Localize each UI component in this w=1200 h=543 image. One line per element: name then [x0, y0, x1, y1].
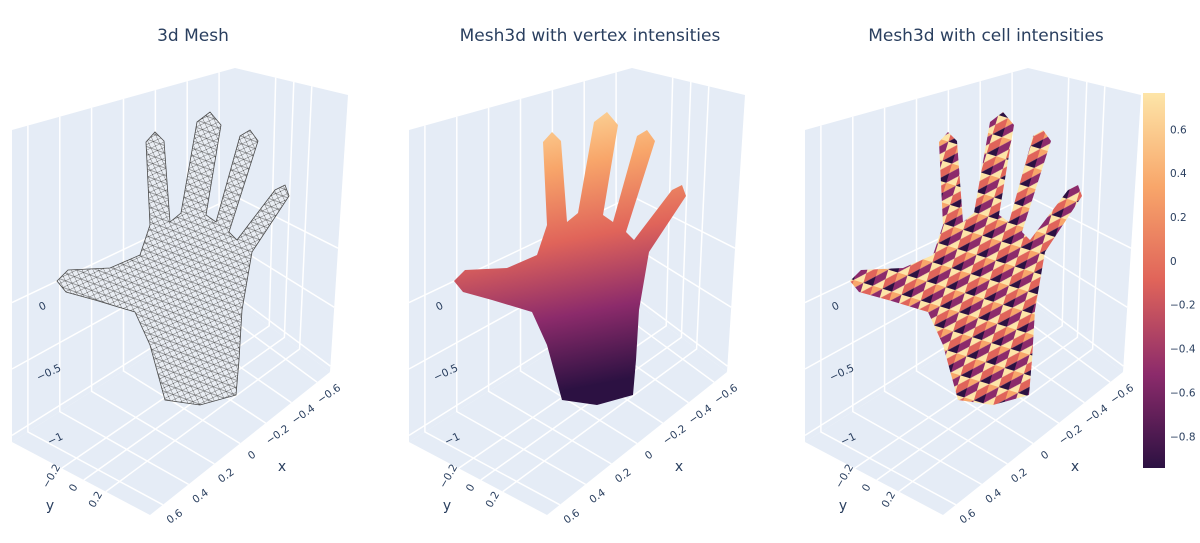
chart-title: 3d Mesh — [157, 26, 229, 46]
grid-line — [876, 81, 1088, 481]
pane — [632, 68, 745, 372]
x-axis-title: x — [675, 459, 683, 475]
x-axis-title: x — [1071, 459, 1079, 475]
colorbar-tick-label: −0.4 — [1170, 344, 1196, 356]
scene: Mesh3d with vertex intensities −0.6 −0.4 −0… — [408, 26, 1196, 526]
grid-line — [480, 81, 692, 481]
colorbar-tick-label: 0.6 — [1170, 124, 1187, 136]
y-tick-label: 0 — [860, 482, 874, 494]
pane — [12, 300, 330, 515]
colorbar — [1143, 93, 1165, 468]
grid-line — [915, 99, 1034, 445]
pane — [235, 68, 348, 372]
z-tick-label: 0 — [434, 300, 445, 314]
grid-line — [105, 86, 313, 493]
colorbar-tick-label: 0.2 — [1170, 212, 1187, 224]
mesh-surface — [850, 112, 1082, 405]
colorbar-tick-label: −0.6 — [1170, 387, 1196, 399]
grid-line — [122, 99, 241, 445]
grid-line — [502, 86, 710, 493]
x-axis-title: x — [278, 459, 286, 475]
y-tick-label: 0 — [464, 482, 478, 494]
y-axis-title: y — [839, 498, 847, 514]
grid-line — [27, 125, 164, 506]
grid-line — [424, 125, 561, 506]
z-tick-label: −1 — [839, 431, 858, 448]
colorbar-tick-label: 0 — [1170, 256, 1177, 268]
grid-line — [519, 99, 638, 445]
grid-line — [61, 77, 277, 469]
chart-title: Mesh3d with cell intensities — [868, 26, 1104, 46]
chart-title: Mesh3d with vertex intensities — [460, 26, 721, 46]
grid-line — [83, 81, 295, 481]
grid-line — [898, 86, 1106, 493]
colorbar-tick-label: 0.4 — [1170, 168, 1187, 180]
grid-line — [820, 125, 957, 506]
z-tick-label: 0 — [37, 300, 48, 314]
grid-line — [456, 116, 586, 486]
scene: Mesh3d with cell intensities−0.6−0.4−0.2… — [804, 26, 1141, 526]
colorbar-tick-label: −0.8 — [1170, 431, 1196, 443]
grid-line — [59, 116, 189, 486]
z-tick-label: −1 — [443, 431, 462, 448]
pane — [805, 300, 1123, 515]
grid-line — [458, 77, 674, 469]
mesh-surface — [454, 112, 686, 405]
z-tick-label: −1 — [46, 431, 65, 448]
colorbar-tick-label: −0.2 — [1170, 300, 1196, 312]
pane — [1028, 68, 1141, 372]
grid-line — [854, 77, 1070, 469]
mesh-surface — [56, 111, 290, 406]
y-axis-title: y — [443, 498, 451, 514]
grid-line — [487, 107, 612, 465]
pane — [409, 300, 727, 515]
grid-line — [852, 116, 982, 486]
grid-line — [90, 107, 215, 465]
z-tick-label: 0 — [830, 300, 841, 314]
grid-line — [883, 107, 1008, 465]
y-axis-title: y — [46, 498, 54, 514]
y-tick-label: 0 — [67, 482, 81, 494]
